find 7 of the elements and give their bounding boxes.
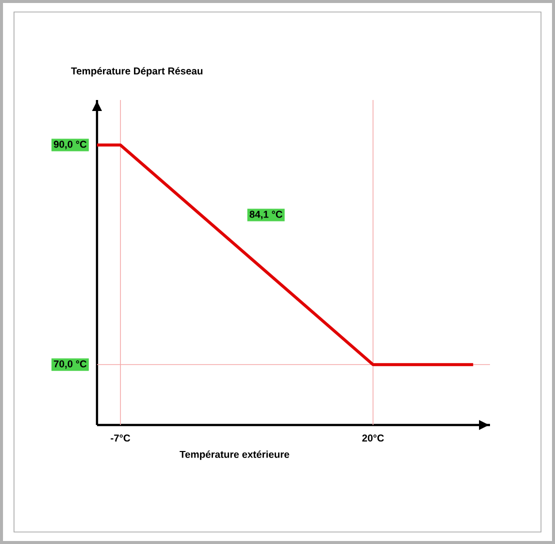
y-tick-label: 90,0 °C	[54, 140, 87, 150]
y-tick-label: 70,0 °C	[54, 360, 87, 369]
x-tick-label: -7°C	[110, 434, 130, 442]
x-axis-title: Température extérieure	[180, 450, 290, 460]
annotation: 84,1 °C	[250, 210, 282, 220]
x-tick-label: 20°C	[362, 434, 384, 442]
y-axis-title: Température Départ Réseau	[71, 67, 202, 76]
